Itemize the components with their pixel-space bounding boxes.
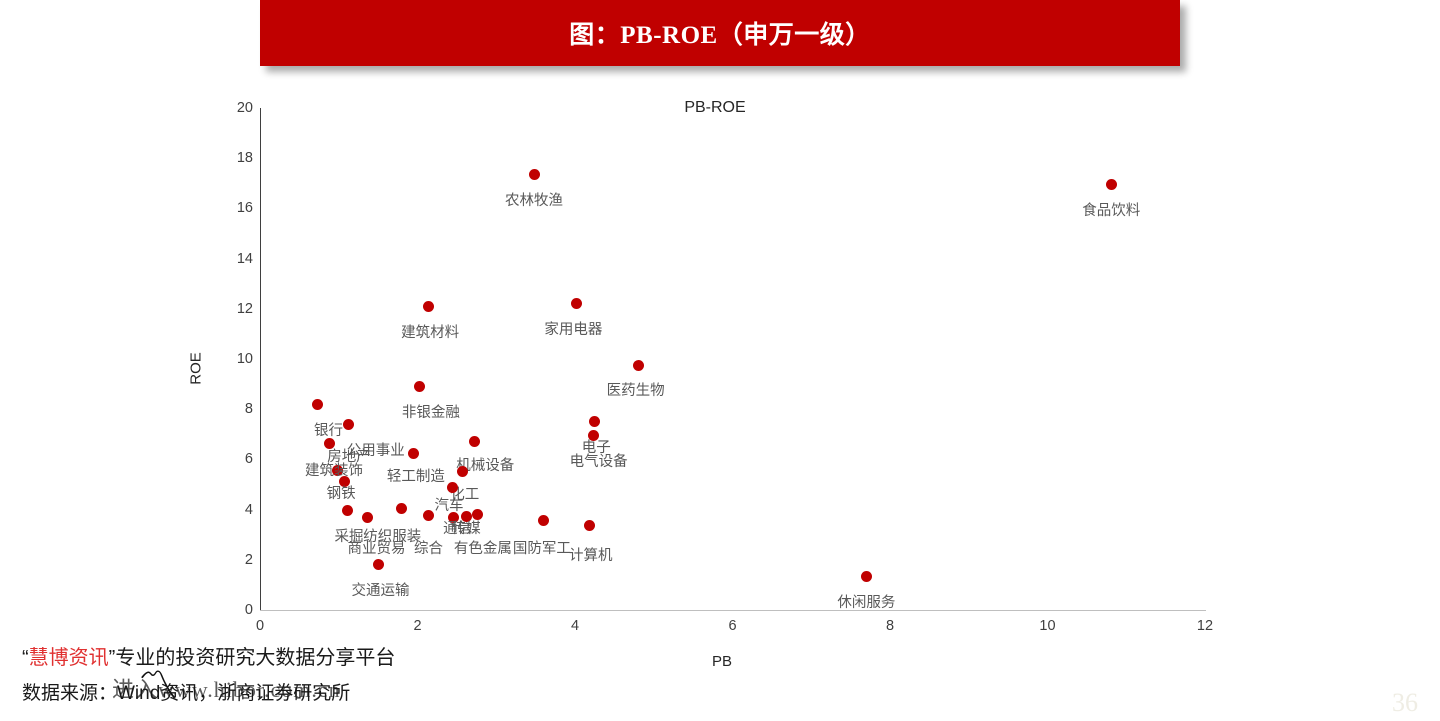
y-axis-tick: 8 [244,401,253,418]
y-axis-tick: 18 [236,150,253,167]
y-axis-tick: 4 [244,501,253,518]
data-point-label: 休闲服务 [837,594,896,611]
x-axis-tick: 4 [570,618,580,634]
y-axis-line [260,108,261,610]
x-axis-tick: 2 [413,618,422,634]
data-point [423,300,435,312]
data-point [362,511,374,523]
chart-title: PB-ROE [0,99,1440,117]
data-point-label: 化工 [450,486,480,503]
data-point-label: 纺织服装 [363,529,422,546]
x-axis-tick: 12 [1196,618,1214,634]
data-point [588,430,600,442]
data-point [528,169,540,180]
data-point-label: 传媒 [451,520,481,537]
footer-brand: 慧博资讯 [28,647,109,669]
slide-title-banner: 图：PB-ROE（申万一级） [260,0,1180,66]
y-axis-title: ROE [187,352,205,385]
data-point-label: 银行 [314,422,343,439]
data-point [469,436,481,448]
data-point-label: 有色金属 [453,540,512,557]
x-axis-title: PB [712,653,733,670]
y-axis-tick: 6 [244,451,253,468]
y-axis-tick: 20 [236,100,253,116]
data-point [323,437,335,449]
data-point-label: 公用事业 [346,442,405,459]
y-axis-tick: 16 [236,200,253,217]
x-axis-tick: 6 [728,618,737,634]
data-point [341,505,353,517]
data-point [408,447,420,459]
footer-quote-open: “ [22,647,29,669]
plot-area: 农林牧渔食品饮料家用电器 建筑材料医药生物非银金融银行电子 电气设备 公用事业 房地产 机… [260,108,1205,610]
watermark-url: 进入www.hibor.com.cn [112,677,341,702]
y-axis-tick: 0 [244,602,253,618]
footer-platform-tail: 专业的投资研究大数据分享平台 [115,647,396,669]
data-point [446,481,458,493]
data-point [860,570,872,582]
data-point [571,298,583,310]
data-point [538,515,549,527]
data-point-label: 通信 [443,520,473,537]
data-point-label: 汽车 [434,498,464,515]
data-point-label: 钢铁 [326,485,356,502]
data-point [332,465,344,477]
page-number: 36 [1392,688,1418,717]
y-axis-tick: 12 [236,300,253,317]
data-point-label: 计算机 [569,548,613,565]
data-point [632,359,644,371]
data-point [460,511,472,523]
data-point-label: 家用电器 [544,322,603,339]
footer-platform-line: “慧博资讯”专业的投资研究大数据分享平台 [22,641,395,670]
data-point [396,502,408,514]
data-point [448,511,460,523]
data-point-label: 建筑材料 [401,324,460,341]
data-point-label: 食品饮料 [1082,203,1141,220]
y-axis-tick: 10 [236,351,253,367]
data-point-label: 电子 [581,440,611,457]
page-title: 图：PB-ROE（申万一级） [569,22,871,49]
data-point-label: 非银金融 [401,405,460,422]
data-point-label: 医药生物 [606,382,665,399]
y-axis-tick: 2 [244,551,253,568]
data-point-label: 电气设备 [569,454,628,471]
data-point-label: 轻工制造 [386,469,445,486]
data-point-label: 机械设备 [456,457,515,474]
data-point [1105,179,1117,191]
data-point [589,416,601,428]
x-axis-line [260,610,1206,611]
data-point-label: 国防军工 [512,540,571,557]
chart-title-text: PB-ROE [684,99,746,116]
x-axis-tick: 8 [885,618,895,634]
data-point [471,508,483,520]
data-point-label: 建筑装饰 [305,462,364,479]
data-point [338,475,350,487]
data-point-label: 采掘 [334,529,364,546]
data-point-label: 商业贸易 [347,540,406,557]
y-axis-tick: 14 [236,250,253,267]
data-point [343,418,355,430]
data-point [423,509,435,521]
data-point-label: 农林牧渔 [505,193,564,210]
data-point [456,465,468,477]
watermark-logo-icon: 〽 [138,663,178,708]
data-point-label: 综合 [414,540,444,557]
pb-roe-scatter-chart: PB-ROE ROE PB 0 2 4 6 8 10 12 14 16 18 20 0 2 4 6 8 10 1… [0,70,1440,670]
x-axis-tick: 10 [1039,618,1056,634]
data-point [311,398,323,410]
footer-quote-close: ” [108,647,116,669]
data-point [414,381,426,393]
data-point-label: 房地产 [327,449,371,466]
data-point [583,520,595,532]
footer-data-source: 数据来源：Wind资讯，浙商证券研究所 [22,683,351,704]
x-axis-tick: 0 [255,618,265,634]
data-point-label: 交通运输 [351,583,410,600]
data-point [373,559,385,571]
